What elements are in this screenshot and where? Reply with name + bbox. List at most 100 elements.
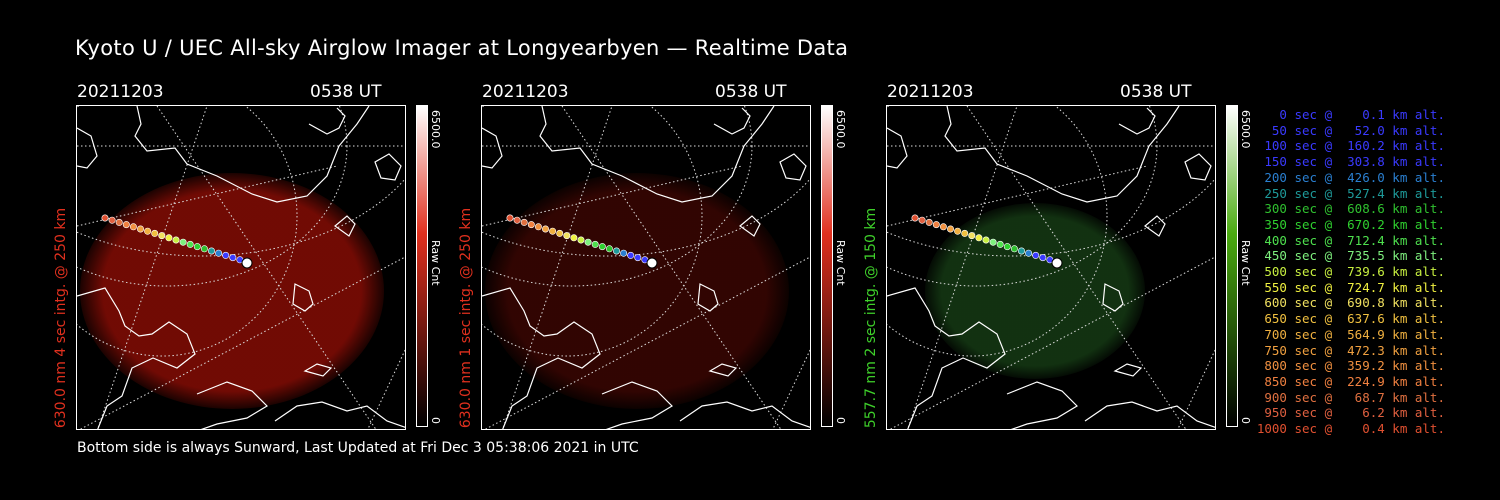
coastline	[77, 106, 405, 429]
trajectory-point	[165, 234, 173, 242]
legend-entry: 400 sec @ 712.4 km alt.	[1256, 232, 1445, 248]
legend-entry: 250 sec @ 527.4 km alt.	[1256, 185, 1445, 201]
trajectory-point	[151, 229, 159, 237]
coastline	[887, 106, 1215, 429]
trajectory-point	[520, 218, 528, 226]
colorbar-max: 6500.0	[1239, 110, 1252, 149]
trajectory-point	[534, 223, 542, 231]
trajectory-point	[996, 240, 1004, 248]
imager-panel-1: 20211203 0538 UT 630.0 nm 4 sec intg. @ …	[53, 80, 476, 430]
trajectory-point	[172, 236, 180, 244]
trajectory-point	[541, 225, 549, 233]
panel-wavelength-label: 557.7 nm 2 sec intg. @ 150 km	[863, 207, 879, 429]
trajectory-point	[925, 218, 933, 226]
trajectory-point	[946, 225, 954, 233]
trajectory-point	[620, 249, 628, 257]
trajectory-point	[115, 218, 123, 226]
page-title: Kyoto U / UEC All-sky Airglow Imager at …	[75, 36, 849, 60]
legend-entry: 550 sec @ 724.7 km alt.	[1256, 279, 1445, 295]
legend-entry: 450 sec @ 735.5 km alt.	[1256, 248, 1445, 264]
trajectory-point	[1032, 251, 1040, 259]
trajectory-point	[215, 249, 223, 257]
legend-entry: 100 sec @ 160.2 km alt.	[1256, 138, 1445, 154]
trajectory-point	[570, 234, 578, 242]
colorbar-unit: Raw Cnt	[429, 240, 442, 286]
panel-wavelength-label: 630.0 nm 1 sec intg. @ 250 km	[458, 207, 474, 429]
legend-entry: 850 sec @ 224.9 km alt.	[1256, 373, 1445, 389]
trajectory-legend: 0 sec @ 0.1 km alt. 50 sec @ 52.0 km alt…	[1255, 107, 1445, 437]
trajectory-point	[627, 251, 635, 259]
trajectory-point	[101, 214, 109, 222]
legend-entry: 750 sec @ 472.3 km alt.	[1256, 342, 1445, 358]
airglow-image	[80, 173, 384, 409]
colorbar-min: 0	[834, 417, 847, 424]
colorbar	[416, 105, 428, 427]
trajectory-point	[961, 229, 969, 237]
panel-date: 20211203	[77, 82, 164, 102]
trajectory-point	[179, 238, 187, 246]
launch-site-marker	[646, 257, 658, 269]
trajectory-point	[563, 232, 571, 240]
allsky-map	[76, 105, 406, 430]
launch-site-marker	[1051, 257, 1063, 269]
footer-status: Bottom side is always Sunward, Last Upda…	[77, 440, 639, 456]
panel-time: 0538 UT	[715, 82, 787, 102]
trajectory-point	[208, 247, 216, 255]
panel-date: 20211203	[482, 82, 569, 102]
airglow-image	[485, 173, 789, 409]
allsky-map	[886, 105, 1216, 430]
trajectory-point	[918, 216, 926, 224]
legend-entry: 700 sec @ 564.9 km alt.	[1256, 326, 1445, 342]
trajectory-point	[200, 245, 208, 253]
trajectory-point	[613, 247, 621, 255]
panel-date: 20211203	[887, 82, 974, 102]
trajectory-point	[129, 223, 137, 231]
trajectory-point	[549, 227, 557, 235]
trajectory-point	[122, 221, 130, 229]
trajectory-point	[932, 221, 940, 229]
trajectory-point	[591, 240, 599, 248]
trajectory-point	[556, 229, 564, 237]
legend-entry: 600 sec @ 690.8 km alt.	[1256, 295, 1445, 311]
colorbar-max: 6500.0	[834, 110, 847, 149]
colorbar-min: 0	[1239, 417, 1252, 424]
trajectory-point	[1018, 247, 1026, 255]
imager-panel-2: 20211203 0538 UT 630.0 nm 1 sec intg. @ …	[458, 80, 881, 430]
trajectory-point	[1025, 249, 1033, 257]
rocket-trajectory	[506, 214, 658, 269]
trajectory-point	[506, 214, 514, 222]
legend-entry: 1000 sec @ 0.4 km alt.	[1256, 421, 1445, 437]
trajectory-point	[222, 251, 230, 259]
lat-lon-grid	[887, 106, 1215, 429]
legend-entry: 500 sec @ 739.6 km alt.	[1256, 264, 1445, 280]
legend-entry: 50 sec @ 52.0 km alt.	[1256, 122, 1445, 138]
trajectory-point	[1039, 254, 1047, 262]
trajectory-point	[939, 223, 947, 231]
legend-entry: 800 sec @ 359.2 km alt.	[1256, 358, 1445, 374]
coastline	[482, 106, 810, 429]
trajectory-point	[186, 240, 194, 248]
trajectory-point	[193, 243, 201, 251]
colorbar-max: 6500.0	[429, 110, 442, 149]
imager-panel-3: 20211203 0538 UT 557.7 nm 2 sec intg. @ …	[863, 80, 1286, 430]
trajectory-point	[158, 232, 166, 240]
panel-time: 0538 UT	[1120, 82, 1192, 102]
colorbar-min: 0	[429, 417, 442, 424]
panel-wavelength-label: 630.0 nm 4 sec intg. @ 250 km	[53, 207, 69, 429]
colorbar-unit: Raw Cnt	[1239, 240, 1252, 286]
colorbar-unit: Raw Cnt	[834, 240, 847, 286]
legend-entry: 650 sec @ 637.6 km alt.	[1256, 311, 1445, 327]
airglow-image	[925, 203, 1145, 379]
trajectory-point	[982, 236, 990, 244]
rocket-trajectory	[101, 214, 253, 269]
trajectory-point	[968, 232, 976, 240]
trajectory-point	[989, 238, 997, 246]
trajectory-point	[108, 216, 116, 224]
legend-entry: 350 sec @ 670.2 km alt.	[1256, 216, 1445, 232]
trajectory-point	[975, 234, 983, 242]
trajectory-point	[144, 227, 152, 235]
trajectory-point	[1003, 243, 1011, 251]
launch-site-marker	[241, 257, 253, 269]
trajectory-point	[513, 216, 521, 224]
trajectory-point	[577, 236, 585, 244]
